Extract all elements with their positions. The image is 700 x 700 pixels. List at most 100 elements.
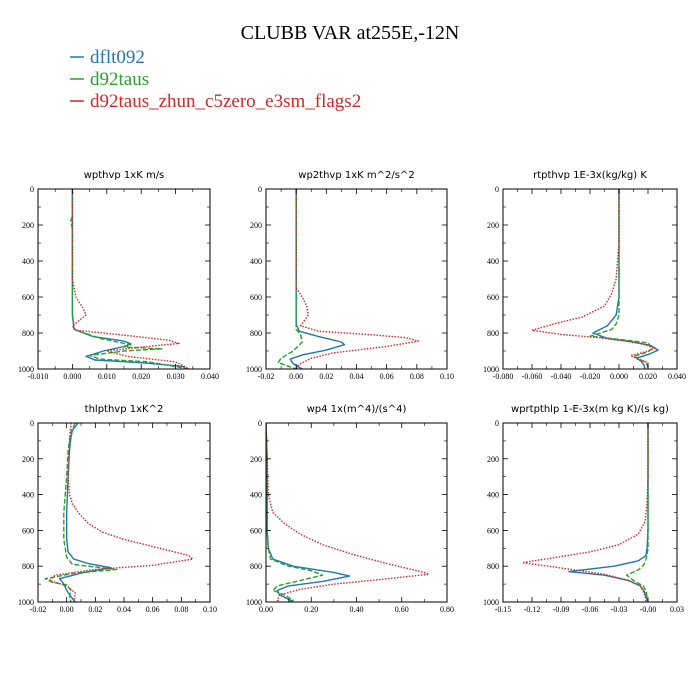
y-tick-label: 0 — [495, 419, 499, 428]
y-tick-label: 1000 — [246, 365, 262, 374]
y-tick-label: 200 — [22, 455, 34, 464]
x-tick-label: 0.02 — [319, 372, 333, 381]
series-line-d92taus — [266, 423, 324, 602]
y-tick-label: 400 — [22, 491, 34, 500]
y-tick-label: 400 — [22, 257, 34, 266]
y-tick-label: 200 — [22, 221, 34, 230]
figure-title: CLUBB VAR at255E,-12N — [241, 22, 460, 44]
y-tick-label: 200 — [250, 455, 262, 464]
panel-3: rtpthvp 1E-3x(kg/kg) K -0.080 -0.060 -0.040… — [483, 170, 686, 381]
series-group — [266, 423, 430, 602]
series-group — [531, 189, 659, 369]
x-tick-label: 0.04 — [117, 605, 131, 614]
y-tick-label: 1000 — [246, 598, 262, 607]
series-line-dflt092 — [266, 423, 351, 602]
y-tick-label: 800 — [250, 329, 262, 338]
y-tick-label: 1000 — [483, 365, 499, 374]
x-tick-label: -0.010 — [28, 372, 49, 381]
series-line-d92taus_zhun_c5zero_e3sm_flags2 — [266, 423, 430, 602]
x-tick-label: -0.15 — [495, 605, 512, 614]
series-line-d92taus_zhun_c5zero_e3sm_flags2 — [521, 423, 649, 602]
legend-label-dflt092: dflt092 — [90, 47, 145, 68]
x-tick-label: -0.12 — [524, 605, 541, 614]
x-tick-label: 0.030 — [167, 372, 185, 381]
y-tick-label: 600 — [22, 293, 34, 302]
y-tick-label: 800 — [22, 562, 34, 571]
x-tick-label: 0.040 — [668, 372, 686, 381]
legend: dflt092 d92taus d92taus_zhun_c5zero_e3sm… — [70, 47, 361, 112]
y-tick-label: 0 — [258, 185, 262, 194]
panel-5: wp4 1x(m^4)/(s^4) 0.00 0.20 0.40 0.60 0.80 0 20… — [246, 404, 454, 614]
x-tick-label: 0.06 — [380, 372, 394, 381]
x-tick-label: -0.03 — [611, 605, 628, 614]
x-tick-label: 0.60 — [395, 605, 409, 614]
y-tick-label: 800 — [250, 562, 262, 571]
x-tick-label: -0.09 — [553, 605, 570, 614]
panel-title: wprtpthlp 1-E-3x(m kg K)/(s kg) — [511, 404, 669, 415]
y-tick-label: 800 — [487, 329, 499, 338]
y-tick-label: 1000 — [18, 598, 34, 607]
panel-title: thlpthvp 1xK^2 — [85, 404, 164, 415]
x-tick-label: 0.020 — [132, 372, 150, 381]
y-tick-label: 400 — [250, 257, 262, 266]
y-tick-label: 200 — [250, 221, 262, 230]
x-tick-label: 0.20 — [304, 605, 318, 614]
panel-title: rtpthvp 1E-3x(kg/kg) K — [533, 170, 647, 181]
y-tick-label: 600 — [250, 293, 262, 302]
y-tick-label: 600 — [487, 293, 499, 302]
series-line-dflt092 — [58, 423, 112, 602]
y-tick-label: 0 — [258, 419, 262, 428]
series-line-d92taus — [589, 189, 654, 369]
x-tick-label: -0.00 — [640, 605, 657, 614]
x-tick-label: 0.10 — [203, 605, 217, 614]
y-tick-label: 1000 — [18, 365, 34, 374]
y-tick-label: 800 — [487, 562, 499, 571]
panel-title: wp4 1x(m^4)/(s^4) — [307, 404, 407, 415]
panels: wpthvp 1xK m/s-0.010 0.000 0.010 0.020 0.030… — [18, 170, 686, 614]
y-tick-label: 400 — [487, 257, 499, 266]
x-tick-label: 0.10 — [440, 372, 454, 381]
legend-label-d92taus: d92taus — [90, 69, 149, 90]
panel-6: wprtpthlp 1-E-3x(m kg K)/(s kg) -0.15 -0.1… — [483, 404, 684, 614]
x-tick-label: 0.08 — [174, 605, 188, 614]
y-tick-label: 600 — [250, 526, 262, 535]
x-tick-label: 0.03 — [670, 605, 684, 614]
x-tick-label: 0.000 — [63, 372, 81, 381]
y-tick-label: 200 — [487, 455, 499, 464]
x-tick-label: 0.000 — [610, 372, 628, 381]
panel-2: wp2thvp 1xK m^2/s^2 -0.02 0.00 0.02 0.04 0.06… — [246, 170, 454, 381]
series-line-d92taus — [277, 189, 303, 369]
x-tick-label: -0.040 — [551, 372, 572, 381]
x-tick-label: 0.08 — [410, 372, 424, 381]
x-tick-label: -0.020 — [580, 372, 601, 381]
panel-4: thlpthvp 1xK^2 -0.02 0.00 0.02 0.04 0.06 0.08 0… — [18, 404, 217, 614]
x-tick-label: 0.04 — [350, 372, 364, 381]
series-line-d92taus_zhun_c5zero_e3sm_flags2 — [531, 189, 656, 369]
y-tick-label: 800 — [22, 329, 34, 338]
x-tick-label: 0.00 — [259, 605, 273, 614]
panel-1: wpthvp 1xK m/s -0.010 0.000 0.010 0.020 0.030… — [18, 170, 219, 381]
x-tick-label: -0.060 — [522, 372, 543, 381]
x-tick-label: 0.00 — [289, 372, 303, 381]
y-tick-label: 0 — [30, 185, 34, 194]
x-tick-label: 0.06 — [146, 605, 160, 614]
y-tick-label: 400 — [250, 491, 262, 500]
series-group — [521, 423, 649, 602]
y-tick-label: 600 — [487, 526, 499, 535]
panel-title: wp2thvp 1xK m^2/s^2 — [298, 170, 414, 181]
x-tick-label: 0.40 — [350, 605, 364, 614]
x-tick-label: 0.020 — [639, 372, 657, 381]
series-line-d92taus_zhun_c5zero_e3sm_flags2 — [295, 189, 420, 369]
y-tick-label: 400 — [487, 491, 499, 500]
x-tick-label: 0.040 — [201, 372, 219, 381]
y-tick-label: 1000 — [483, 598, 499, 607]
y-tick-label: 0 — [495, 185, 499, 194]
legend-label-d92taus-zhun: d92taus_zhun_c5zero_e3sm_flags2 — [90, 91, 361, 112]
x-tick-label: -0.06 — [582, 605, 599, 614]
x-tick-label: 0.02 — [88, 605, 102, 614]
x-tick-label: -0.080 — [493, 372, 514, 381]
series-group — [44, 423, 194, 602]
x-tick-label: 0.80 — [440, 605, 454, 614]
series-line-d92taus_zhun_c5zero_e3sm_flags2 — [71, 189, 190, 369]
